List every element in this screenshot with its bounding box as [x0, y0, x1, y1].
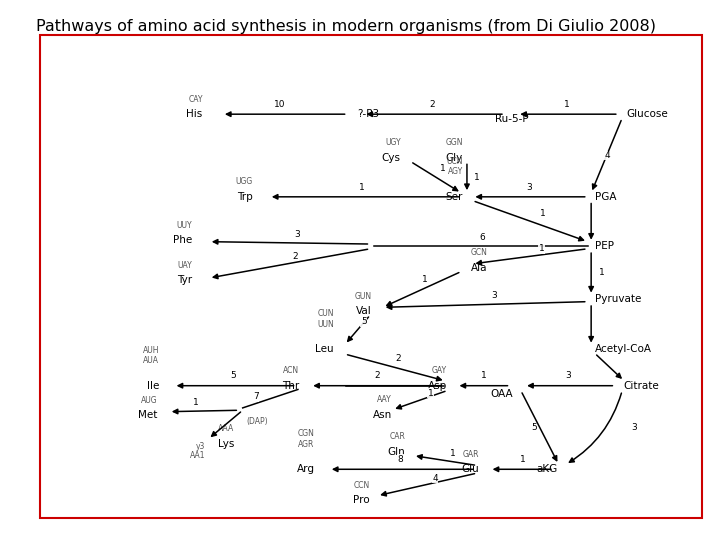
- Text: 1: 1: [540, 209, 546, 218]
- Text: 1: 1: [428, 389, 433, 398]
- Text: PGA: PGA: [595, 192, 617, 202]
- Text: 1: 1: [192, 398, 198, 407]
- Text: GAY: GAY: [432, 366, 447, 375]
- Text: Trp: Trp: [237, 192, 252, 202]
- Text: Asp: Asp: [428, 381, 447, 391]
- Text: y3: y3: [196, 442, 205, 451]
- Text: UAY: UAY: [178, 261, 192, 270]
- Text: 5: 5: [361, 318, 366, 327]
- Text: Glu: Glu: [461, 464, 479, 474]
- Text: Gln: Gln: [388, 447, 405, 457]
- Text: 5: 5: [230, 371, 236, 380]
- Text: 2: 2: [374, 371, 380, 380]
- Text: Tyr: Tyr: [177, 275, 192, 286]
- Text: 1: 1: [564, 100, 570, 110]
- Text: 4: 4: [433, 474, 438, 483]
- Text: AUG: AUG: [141, 396, 158, 405]
- Text: Phe: Phe: [173, 235, 192, 245]
- Text: Citrate: Citrate: [623, 381, 659, 391]
- Text: UGY: UGY: [385, 138, 401, 147]
- Text: Cys: Cys: [382, 153, 401, 163]
- Text: ACN: ACN: [283, 366, 300, 375]
- Text: 3: 3: [526, 183, 532, 192]
- Text: 8: 8: [398, 455, 404, 464]
- Text: aKG: aKG: [537, 464, 558, 474]
- Text: 2: 2: [430, 100, 436, 110]
- Text: AAY: AAY: [377, 395, 392, 404]
- Text: 1: 1: [440, 165, 446, 173]
- Text: CCN: CCN: [354, 481, 369, 490]
- Text: 6: 6: [480, 233, 485, 242]
- Text: 4: 4: [605, 151, 611, 160]
- Text: CGN
AGR: CGN AGR: [297, 429, 315, 449]
- Text: 3: 3: [294, 230, 300, 239]
- Text: Glucose: Glucose: [626, 109, 668, 119]
- Text: Ala: Ala: [471, 262, 487, 273]
- Text: UGG: UGG: [235, 178, 252, 186]
- Text: 1: 1: [422, 275, 428, 284]
- Text: Pro: Pro: [353, 495, 369, 505]
- Text: 2: 2: [292, 252, 298, 261]
- Text: GUN: GUN: [355, 292, 372, 301]
- Text: AA1: AA1: [190, 451, 205, 460]
- Text: 1: 1: [359, 183, 364, 192]
- Text: PEP: PEP: [595, 241, 614, 252]
- Text: AUH
AUA: AUH AUA: [143, 346, 159, 365]
- Text: Leu: Leu: [315, 345, 334, 354]
- Text: Ru-5-P: Ru-5-P: [495, 114, 528, 124]
- Text: 2: 2: [395, 354, 401, 363]
- Text: 10: 10: [274, 100, 286, 110]
- Text: 3: 3: [631, 423, 637, 432]
- Text: Thr: Thr: [282, 381, 300, 391]
- Text: His: His: [186, 109, 203, 119]
- Text: UUY: UUY: [176, 221, 192, 230]
- Text: Met: Met: [138, 410, 158, 421]
- Text: Acetyl-CoA: Acetyl-CoA: [595, 345, 652, 354]
- Text: 3: 3: [491, 292, 497, 300]
- Text: OAA: OAA: [490, 389, 513, 399]
- Text: Val: Val: [356, 306, 372, 316]
- Text: Ile: Ile: [147, 381, 159, 391]
- Text: Ser: Ser: [446, 192, 463, 202]
- Text: 1: 1: [450, 449, 456, 458]
- Text: AAA: AAA: [218, 424, 234, 434]
- Text: 1: 1: [539, 244, 544, 253]
- Text: Pyruvate: Pyruvate: [595, 294, 642, 304]
- Text: ?-P3: ?-P3: [357, 109, 379, 119]
- Text: CUN
UUN: CUN UUN: [317, 309, 334, 328]
- Text: Lys: Lys: [218, 439, 234, 449]
- Text: UCN
AGY: UCN AGY: [446, 157, 463, 176]
- Text: 5: 5: [531, 423, 537, 432]
- Text: 7: 7: [253, 392, 258, 401]
- Text: GCN: GCN: [471, 248, 488, 257]
- Text: 1: 1: [520, 455, 526, 464]
- Text: (DAP): (DAP): [246, 417, 268, 427]
- Text: 1: 1: [482, 371, 487, 380]
- Text: GAR: GAR: [462, 450, 479, 459]
- Text: Asn: Asn: [372, 409, 392, 420]
- Text: 1: 1: [600, 268, 606, 278]
- Text: Pathways of amino acid synthesis in modern organisms (from Di Giulio 2008): Pathways of amino acid synthesis in mode…: [36, 19, 656, 34]
- Text: Arg: Arg: [297, 464, 315, 474]
- Text: GGN: GGN: [445, 138, 463, 147]
- Text: CAR: CAR: [390, 433, 405, 441]
- Text: 3: 3: [565, 371, 571, 380]
- Text: 1: 1: [474, 173, 480, 182]
- Text: CAY: CAY: [188, 95, 203, 104]
- Text: Gly: Gly: [446, 153, 463, 163]
